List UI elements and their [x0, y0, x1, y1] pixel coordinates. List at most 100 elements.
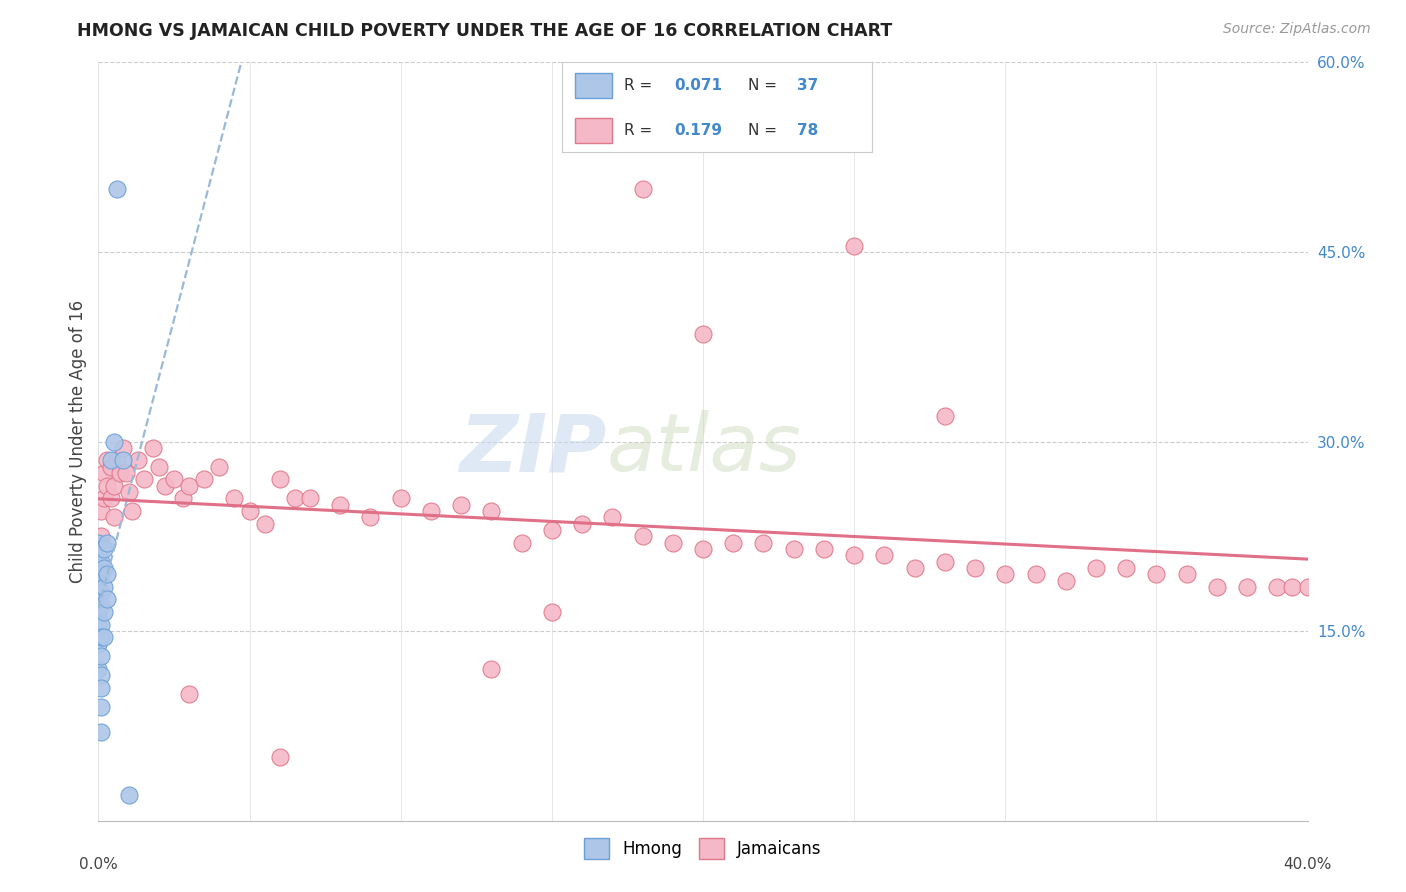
- Point: [96, 453, 118, 467]
- Point: [1024, 567, 1046, 582]
- Point: [1236, 580, 1258, 594]
- Text: R =: R =: [624, 123, 658, 137]
- Point: [90, 699, 112, 714]
- Point: [93, 541, 115, 556]
- Point: [105, 453, 128, 467]
- Point: [844, 238, 866, 252]
- Point: [510, 535, 533, 549]
- Text: ZIP: ZIP: [458, 410, 606, 488]
- Point: [450, 498, 472, 512]
- Text: N =: N =: [748, 78, 782, 93]
- Point: [142, 441, 165, 455]
- Text: R =: R =: [624, 78, 658, 93]
- Text: N =: N =: [748, 123, 782, 137]
- Point: [934, 409, 956, 424]
- Point: [87, 555, 110, 569]
- Point: [103, 479, 125, 493]
- Text: HMONG VS JAMAICAN CHILD POVERTY UNDER THE AGE OF 16 CORRELATION CHART: HMONG VS JAMAICAN CHILD POVERTY UNDER TH…: [77, 22, 893, 40]
- Point: [631, 529, 654, 543]
- Point: [904, 561, 927, 575]
- Point: [87, 567, 110, 582]
- Point: [481, 504, 503, 518]
- Point: [1085, 561, 1108, 575]
- Point: [87, 662, 110, 676]
- Point: [540, 523, 562, 537]
- Point: [87, 548, 110, 563]
- Point: [90, 668, 112, 682]
- Point: [87, 637, 110, 651]
- Point: [93, 491, 115, 506]
- Point: [934, 555, 956, 569]
- Point: [269, 473, 291, 487]
- Point: [153, 479, 176, 493]
- Point: [481, 662, 503, 676]
- Point: [90, 681, 112, 695]
- Point: [96, 479, 118, 493]
- Point: [87, 611, 110, 625]
- Point: [93, 631, 115, 645]
- Point: [90, 586, 112, 600]
- Point: [111, 441, 134, 455]
- Point: [96, 535, 118, 549]
- Point: [965, 561, 987, 575]
- Point: [93, 580, 115, 594]
- Point: [172, 491, 194, 506]
- Point: [389, 491, 412, 506]
- Point: [121, 504, 143, 518]
- Point: [87, 605, 110, 619]
- Text: Source: ZipAtlas.com: Source: ZipAtlas.com: [1223, 22, 1371, 37]
- Point: [239, 504, 262, 518]
- Point: [93, 561, 115, 575]
- Point: [90, 529, 112, 543]
- Point: [329, 498, 352, 512]
- Point: [631, 182, 654, 196]
- Point: [873, 548, 896, 563]
- Text: 78: 78: [797, 123, 818, 137]
- Point: [90, 561, 112, 575]
- Point: [103, 510, 125, 524]
- Point: [1296, 580, 1319, 594]
- Point: [93, 466, 115, 480]
- Point: [90, 631, 112, 645]
- Point: [783, 541, 806, 556]
- Point: [253, 516, 276, 531]
- Point: [100, 453, 122, 467]
- Point: [1144, 567, 1167, 582]
- Point: [132, 473, 155, 487]
- Text: 40.0%: 40.0%: [1284, 856, 1331, 871]
- Point: [193, 473, 215, 487]
- Point: [299, 491, 322, 506]
- Point: [87, 561, 110, 575]
- Point: [540, 605, 562, 619]
- Point: [103, 434, 125, 449]
- Point: [148, 459, 170, 474]
- Bar: [575, 73, 612, 98]
- Point: [111, 453, 134, 467]
- Point: [813, 541, 835, 556]
- Point: [661, 535, 683, 549]
- Point: [224, 491, 246, 506]
- Bar: [575, 118, 612, 143]
- Point: [179, 479, 201, 493]
- Point: [360, 510, 382, 524]
- Point: [1115, 561, 1137, 575]
- Point: [284, 491, 307, 506]
- Point: [90, 725, 112, 739]
- Point: [1281, 580, 1303, 594]
- Point: [692, 327, 714, 342]
- Point: [87, 580, 110, 594]
- Point: [163, 473, 186, 487]
- Point: [108, 466, 131, 480]
- Point: [752, 535, 775, 549]
- Point: [87, 592, 110, 607]
- Point: [844, 548, 866, 563]
- Point: [90, 504, 112, 518]
- Point: [96, 567, 118, 582]
- Point: [114, 466, 136, 480]
- Point: [93, 605, 115, 619]
- Point: [90, 649, 112, 664]
- Point: [87, 555, 110, 569]
- Point: [571, 516, 593, 531]
- Point: [994, 567, 1017, 582]
- Point: [90, 555, 112, 569]
